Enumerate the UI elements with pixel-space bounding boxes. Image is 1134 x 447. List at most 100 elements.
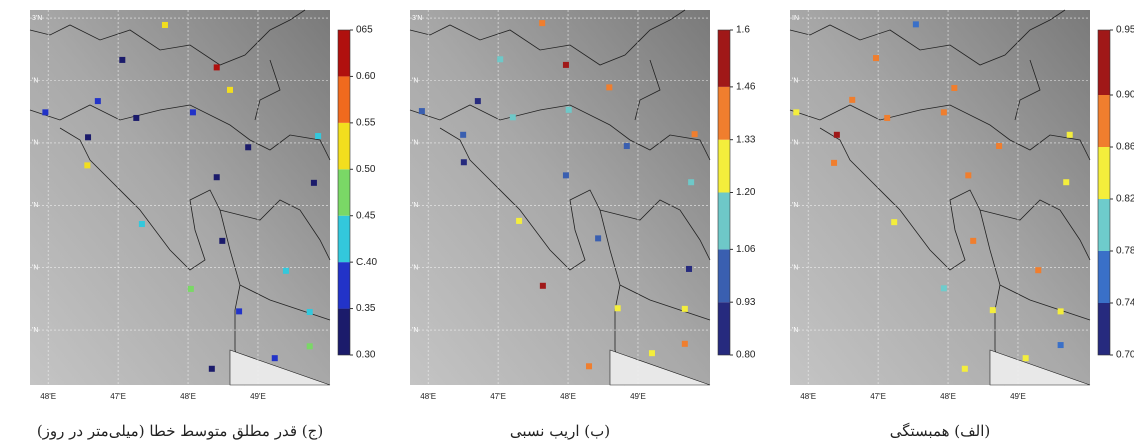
station [1023,355,1029,361]
colorbar-label: 1.20 [736,187,756,198]
station [540,283,546,289]
y-tick-label: 'N [412,140,418,147]
colorbar-label: 0.55 [356,117,376,128]
station [475,98,481,104]
colorbar-segment [338,76,350,122]
colorbar-segment [338,262,350,308]
colorbar-label: 1.46 [736,82,756,93]
colorbar-segment [718,302,730,355]
station [283,268,289,274]
map-background [30,10,330,385]
station [595,235,601,241]
colorbar-segment [338,216,350,262]
station [563,62,569,68]
x-tick-label: 48'E [420,392,436,401]
station [692,131,698,137]
y-tick-label: 3'N [412,15,422,22]
station [615,305,621,311]
station [970,238,976,244]
y-tick-label: 'N [412,265,418,272]
colorbar-label: 1.06 [736,244,756,255]
station [461,159,467,165]
station [42,109,48,115]
station [510,114,516,120]
station [85,134,91,140]
panel-caption: (ج) قدر مطلق متوسط خطا (میلی‌متر در روز) [37,422,323,440]
station [236,308,242,314]
station [315,133,321,139]
station [245,144,251,150]
station [793,109,799,115]
station [84,162,90,168]
x-tick-label: 49'E [1010,392,1026,401]
colorbar-segment [1098,147,1110,199]
station [586,363,592,369]
x-tick-label: 48'E [940,392,956,401]
colorbar-label: 0.70 [1116,350,1134,361]
station [962,366,968,372]
station [965,172,971,178]
y-tick-label: IN [792,15,799,22]
y-tick-label: 'N [412,327,418,334]
colorbar-segment [718,30,730,87]
station [1058,308,1064,314]
station [139,221,145,227]
colorbar-segment [718,140,730,193]
colorbar-segment [1098,95,1110,147]
colorbar-label: 0.30 [356,350,376,361]
station [162,22,168,28]
station [913,21,919,27]
station [686,266,692,272]
colorbar-label: 0.45 [356,210,376,221]
station [831,160,837,166]
y-tick-label: 'N [792,327,798,334]
map-background [410,10,710,385]
colorbar-label: 0.50 [356,164,376,175]
station [688,179,694,185]
station [941,109,947,115]
colorbar-segment [1098,303,1110,355]
colorbar-label: 0.80 [736,350,756,361]
y-tick-label: 'N [792,140,798,147]
station [539,20,545,26]
station [996,143,1002,149]
x-tick-label: 47'E [110,392,126,401]
colorbar-segment [718,87,730,140]
y-tick-label: 'N [412,202,418,209]
colorbar-label: 0.35 [356,303,376,314]
station [682,306,688,312]
x-tick-label: 47'E [870,392,886,401]
x-tick-label: 48'E [40,392,56,401]
colorbar-segment [718,193,730,250]
colorbar-label: 0.95 [1116,25,1134,36]
x-tick-label: 48'E [560,392,576,401]
y-tick-label: 'N [32,265,38,272]
station [214,174,220,180]
station [951,85,957,91]
station [649,350,655,356]
colorbar-label: 065 [356,25,373,36]
station [606,84,612,90]
map-background [790,10,1090,385]
station [311,180,317,186]
colorbar-segment [718,249,730,302]
colorbar-segment [338,309,350,355]
station [209,366,215,372]
station [307,343,313,349]
y-tick-label: 'N [32,202,38,209]
station [272,355,278,361]
station [1058,342,1064,348]
figure: 48'E 47'E 48'E 49'E 3'N 'N 'N 'N 'N 'N 0.30 0.35 C.4… [0,0,1134,447]
station [682,341,688,347]
station [563,172,569,178]
colorbar-segment [338,123,350,169]
station [566,107,572,113]
station [95,98,101,104]
station [1063,179,1069,185]
station [497,56,503,62]
colorbar-label: 0.90 [1116,90,1134,101]
panel-caption: (ب) اریب نسبی [510,422,610,440]
colorbar-label: C.40 [356,257,378,268]
y-tick-label: 'N [32,77,38,84]
